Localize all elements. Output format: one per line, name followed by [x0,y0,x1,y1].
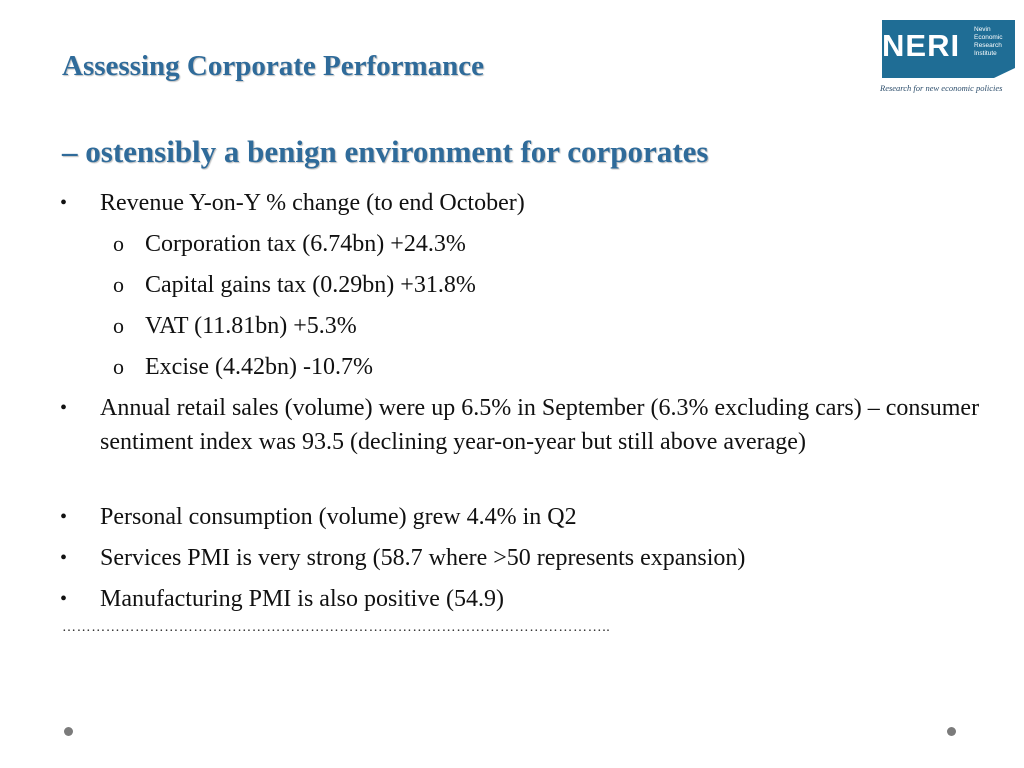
sub-bullet-text: Corporation tax (6.74bn) +24.3% [145,231,466,257]
bullet-text: Personal consumption (volume) grew 4.4% … [100,504,577,530]
bullet-marker: • [60,192,68,214]
bullet-marker: • [60,588,68,610]
sub-bullet-text: VAT (11.81bn) +5.3% [145,313,357,339]
bullet-text: Annual retail sales (volume) were up 6.5… [100,395,980,455]
logo-tagline: Research for new economic policies [880,83,1003,93]
dotted-separator: ………………………………………………………………………………………………….. [62,620,611,635]
logo-wordmark: NERI [882,28,961,63]
bullet-marker: • [60,397,68,419]
next-slide-dot-icon[interactable] [947,727,956,736]
logo-badge-icon [882,20,1015,78]
bullet-marker: • [60,547,68,569]
prev-slide-dot-icon[interactable] [64,727,73,736]
bullet-text: Revenue Y-on-Y % change (to end October) [100,190,525,216]
neri-logo: NERI Nevin Economic Research Institute R… [878,20,1018,98]
sub-bullet-marker: o [113,354,124,379]
logo-institute-name: Nevin Economic Research Institute [974,26,1003,57]
sub-bullet-marker: o [113,272,124,297]
sub-bullet-marker: o [113,231,124,256]
bullet-marker: • [60,506,68,528]
slide-title: Assessing Corporate Performance [62,50,485,82]
bullet-text: Manufacturing PMI is also positive (54.9… [100,586,504,612]
sub-bullet-text: Excise (4.42bn) -10.7% [145,354,373,380]
sub-bullet-marker: o [113,313,124,338]
bullet-text: Services PMI is very strong (58.7 where … [100,545,746,571]
slide-subtitle: – ostensibly a benign environment for co… [62,134,709,169]
sub-bullet-text: Capital gains tax (0.29bn) +31.8% [145,272,476,298]
